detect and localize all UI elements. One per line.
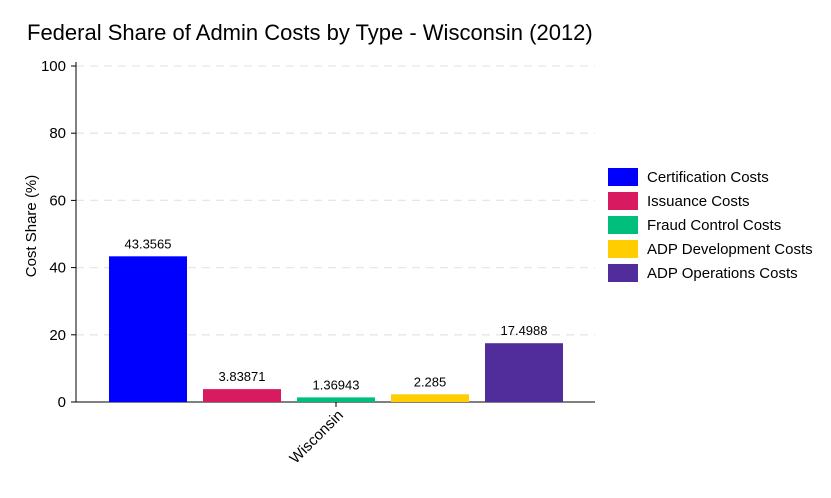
data-label: 43.3565 — [125, 236, 172, 251]
legend-label: Issuance Costs — [647, 193, 750, 210]
y-tick-label: 60 — [49, 192, 66, 209]
y-axis-ticks: 0 20 40 60 80 100 — [41, 58, 76, 411]
x-axis-ticks: Wisconsin — [286, 402, 347, 467]
bar — [297, 397, 375, 402]
legend-swatch — [608, 168, 638, 186]
legend-swatch — [608, 192, 638, 210]
legend: Certification Costs Issuance Costs Fraud C… — [608, 168, 813, 282]
y-axis-label: Cost Share (%) — [23, 175, 40, 278]
bar — [391, 394, 469, 402]
data-label: 2.285 — [414, 374, 447, 389]
bars-group: 43.3565 3.83871 1.36943 2.285 17.4988 — [109, 236, 563, 402]
y-tick-label: 100 — [41, 58, 66, 75]
data-label: 17.4988 — [501, 323, 548, 338]
y-tick-label: 80 — [49, 125, 66, 142]
x-tick-label: Wisconsin — [286, 407, 346, 467]
legend-label: ADP Operations Costs — [647, 265, 798, 282]
legend-label: Certification Costs — [647, 169, 769, 186]
legend-swatch — [608, 264, 638, 282]
y-tick-label: 20 — [49, 327, 66, 344]
legend-label: Fraud Control Costs — [647, 217, 781, 234]
y-tick-label: 0 — [58, 394, 66, 411]
data-label: 1.36943 — [313, 377, 360, 392]
legend-swatch — [608, 216, 638, 234]
chart-title: Federal Share of Admin Costs by Type - W… — [27, 20, 593, 45]
legend-label: ADP Development Costs — [647, 241, 813, 258]
legend-swatch — [608, 240, 638, 258]
bar — [203, 389, 281, 402]
bar — [485, 343, 563, 402]
bar — [109, 256, 187, 402]
data-label: 3.83871 — [219, 369, 266, 384]
y-tick-label: 40 — [49, 260, 66, 277]
